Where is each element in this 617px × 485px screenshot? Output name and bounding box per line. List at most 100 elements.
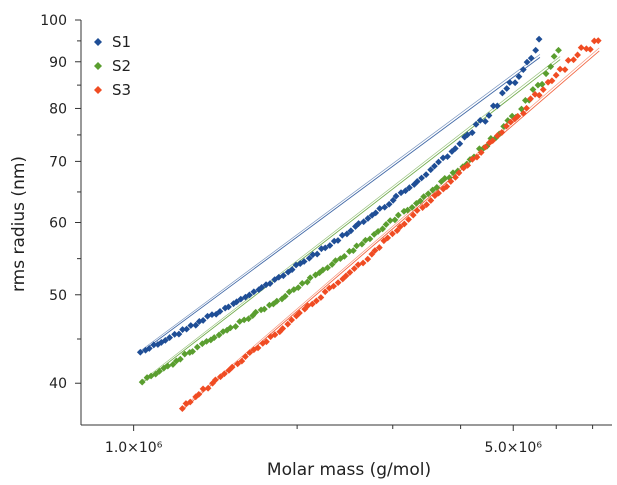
x-tick-label: 5.0×10⁶: [485, 440, 543, 456]
point-s3: [443, 183, 451, 190]
point-s3: [409, 211, 417, 219]
point-s2: [210, 334, 218, 341]
point-s1: [472, 120, 480, 128]
point-s1: [318, 245, 325, 253]
point-s2: [138, 378, 146, 386]
point-s3: [368, 250, 376, 258]
point-s3: [217, 373, 224, 381]
point-s1: [250, 288, 258, 296]
point-s1: [381, 203, 389, 211]
fit-line-s1: [140, 57, 541, 354]
point-s3: [334, 279, 342, 287]
point-s3: [186, 398, 194, 406]
point-s2: [555, 46, 562, 54]
point-s3: [384, 234, 392, 242]
y-tick-label: 80: [49, 101, 67, 117]
point-s3: [220, 370, 228, 378]
point-s2: [340, 252, 348, 260]
point-s3: [523, 104, 530, 112]
fit-line-s2: [142, 59, 561, 383]
point-s3: [485, 139, 493, 147]
point-s2: [252, 308, 260, 316]
point-s3: [564, 56, 572, 64]
point-s3: [346, 269, 354, 276]
point-s2: [245, 315, 252, 323]
point-s1: [418, 174, 425, 182]
point-s3: [254, 344, 262, 352]
point-s1: [511, 79, 519, 87]
point-s2: [176, 355, 184, 363]
point-s1: [343, 230, 351, 238]
point-s3: [503, 122, 510, 130]
point-s3: [284, 320, 292, 328]
point-s1: [237, 295, 245, 303]
legend-label-s2: S2: [112, 57, 131, 75]
point-s3: [548, 77, 556, 85]
legend-marker-s2: [94, 62, 102, 70]
point-s1: [461, 133, 468, 141]
point-s3: [514, 112, 522, 120]
point-s3: [419, 204, 426, 211]
point-s2: [420, 193, 428, 201]
point-s1: [187, 322, 195, 329]
point-s1: [300, 258, 308, 265]
point-s2: [529, 86, 537, 93]
point-s2: [492, 134, 500, 142]
y-tick-label: 100: [40, 13, 67, 29]
point-s1: [489, 102, 497, 110]
point-s2: [386, 217, 394, 225]
point-s2: [416, 197, 424, 205]
point-s1: [266, 280, 274, 287]
point-s2: [445, 174, 453, 182]
point-s3: [535, 91, 543, 99]
fit-line-upper-s3: [182, 47, 600, 409]
point-s3: [511, 115, 519, 123]
point-s1: [216, 307, 224, 315]
point-s2: [391, 216, 399, 224]
point-s2: [215, 331, 223, 339]
point-s2: [374, 228, 382, 235]
point-s2: [400, 207, 408, 215]
point-s3: [212, 376, 219, 384]
point-s2: [433, 184, 441, 191]
point-s3: [423, 201, 431, 209]
point-s1: [136, 348, 144, 356]
point-s3: [375, 244, 383, 251]
point-s1: [347, 227, 355, 235]
point-s1: [523, 58, 531, 66]
point-s3: [561, 66, 569, 74]
point-s2: [147, 372, 155, 380]
legend: S1 S2 S3: [94, 33, 131, 99]
point-s3: [350, 265, 358, 273]
point-s1: [535, 35, 543, 43]
point-s2: [366, 235, 374, 243]
point-s3: [195, 390, 203, 398]
point-s2: [534, 81, 542, 89]
point-s2: [408, 203, 416, 211]
point-s3: [393, 227, 401, 235]
point-s2: [306, 274, 314, 282]
point-s1: [527, 54, 535, 62]
point-s1: [372, 209, 380, 217]
point-s1: [279, 272, 287, 280]
x-tick-label: 1.0×10⁶: [105, 440, 163, 456]
point-s2: [260, 305, 268, 313]
point-s3: [574, 51, 581, 59]
point-s1: [292, 261, 300, 269]
point-s3: [539, 86, 547, 94]
point-s3: [242, 353, 249, 360]
point-s2: [193, 343, 201, 351]
point-s2: [382, 221, 390, 228]
point-s2: [281, 292, 289, 300]
point-s3: [431, 192, 439, 200]
point-s3: [447, 178, 455, 185]
point-s3: [400, 220, 408, 228]
point-s3: [364, 255, 372, 263]
point-s1: [355, 220, 363, 227]
point-s3: [452, 173, 459, 181]
point-s1: [183, 325, 191, 333]
point-s3: [455, 169, 463, 177]
point-s1: [313, 250, 321, 258]
legend-label-s1: S1: [112, 33, 131, 51]
point-s3: [204, 384, 212, 392]
